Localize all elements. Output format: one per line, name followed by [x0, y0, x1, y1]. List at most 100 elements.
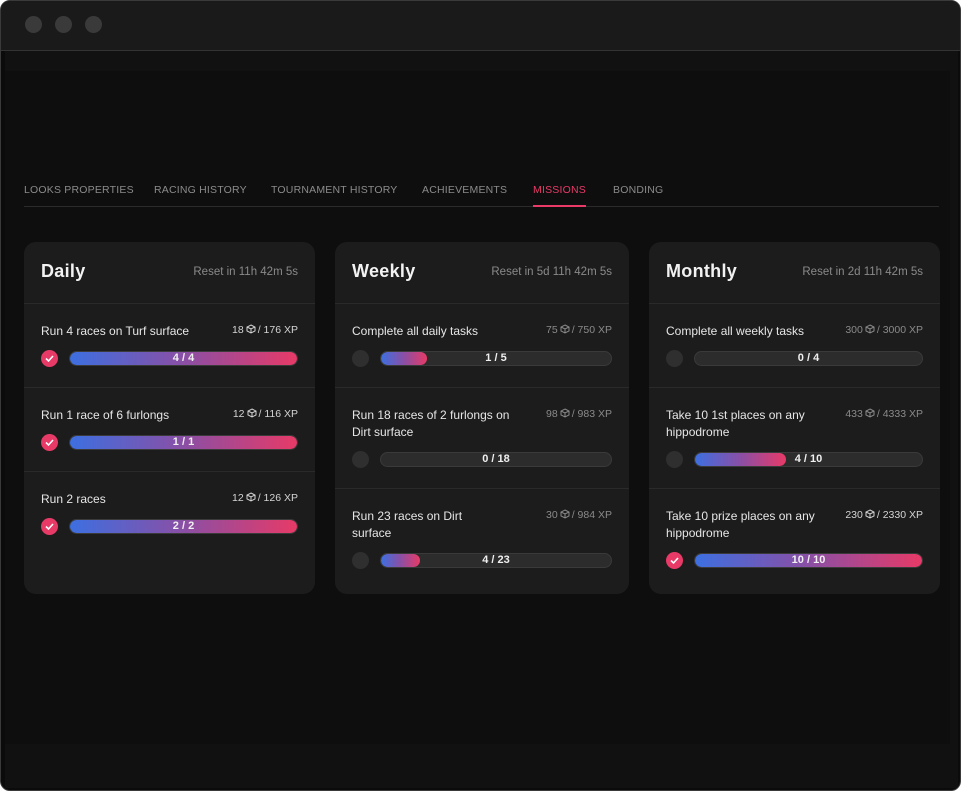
xp-total: / 126 XP — [257, 492, 298, 504]
xp-total: / 116 XP — [258, 408, 299, 420]
cube-icon — [560, 408, 570, 421]
cube-icon — [560, 324, 570, 337]
progress-label: 2 / 2 — [172, 520, 195, 532]
close-window-button[interactable] — [25, 16, 42, 33]
xp-earned: 18 — [232, 324, 244, 336]
cube-icon — [246, 324, 256, 337]
page-content: LOOKS PROPERTIES RACING HISTORY TOURNAME… — [5, 51, 958, 788]
xp-earned: 433 — [845, 408, 863, 420]
reset-timer: Reset in 2d 11h 42m 5s — [802, 266, 923, 278]
progress-label: 4 / 10 — [794, 453, 823, 465]
progress-fill — [381, 352, 427, 365]
progress-label: 1 / 1 — [172, 436, 195, 448]
mission-xp: 30 / 984 XP — [546, 509, 612, 522]
tab-racing-history[interactable]: RACING HISTORY — [154, 184, 247, 196]
card-header: Monthly Reset in 2d 11h 42m 5s — [649, 242, 940, 304]
progress-bar: 0 / 18 — [380, 452, 612, 467]
cube-icon — [865, 509, 875, 522]
progress-bar: 1 / 1 — [69, 435, 298, 450]
mission-item: Take 10 prize places on any hippodrome 2… — [649, 489, 940, 589]
mission-item: Run 4 races on Turf surface 18 / 176 XP 4… — [24, 304, 315, 388]
mission-title: Run 23 races on Dirt surface — [352, 509, 463, 540]
cube-icon — [246, 492, 256, 505]
completed-check-icon — [666, 552, 683, 569]
tab-bar: LOOKS PROPERTIES RACING HISTORY TOURNAME… — [24, 185, 939, 207]
progress-bar: 0 / 4 — [694, 351, 923, 366]
minimize-window-button[interactable] — [55, 16, 72, 33]
mission-item: Complete all weekly tasks 300 / 3000 XP 0… — [649, 304, 940, 388]
completed-check-icon — [41, 518, 58, 535]
mission-xp: 98 / 983 XP — [546, 408, 612, 421]
xp-earned: 230 — [845, 509, 863, 521]
progress-fill — [70, 436, 297, 449]
tab-missions[interactable]: MISSIONS — [533, 185, 586, 207]
progress-bar: 4 / 23 — [380, 553, 612, 568]
card-header: Weekly Reset in 5d 11h 42m 5s — [335, 242, 629, 304]
xp-total: / 750 XP — [571, 324, 612, 336]
xp-earned: 12 — [232, 492, 244, 504]
reset-timer: Reset in 11h 42m 5s — [193, 266, 298, 278]
incomplete-check-icon — [666, 451, 683, 468]
incomplete-check-icon — [352, 552, 369, 569]
mission-title: Complete all weekly tasks — [666, 324, 805, 338]
tab-achievements[interactable]: ACHIEVEMENTS — [422, 184, 508, 196]
mission-xp: 75 / 750 XP — [546, 324, 612, 337]
mission-item: Run 23 races on Dirt surface 30/ 984 XP … — [335, 489, 629, 589]
cube-icon — [865, 324, 875, 337]
card-title: Weekly — [352, 261, 416, 281]
xp-earned: 98 — [546, 408, 558, 420]
monthly-missions-card: Monthly Reset in 2d 11h 42m 5s Complete … — [649, 242, 940, 594]
mission-item: Run 18 races of 2 furlongs on Dirt surfa… — [335, 388, 629, 489]
progress-fill — [695, 453, 786, 466]
incomplete-check-icon — [352, 451, 369, 468]
mission-title: Run 4 races on Turf surface — [41, 324, 190, 338]
maximize-window-button[interactable] — [85, 16, 102, 33]
mission-xp: 18 / 176 XP — [232, 324, 298, 337]
reset-timer: Reset in 5d 11h 42m 5s — [491, 266, 612, 278]
xp-total: / 176 XP — [257, 324, 298, 336]
mission-title: Complete all daily tasks — [352, 324, 479, 338]
progress-bar: 4 / 10 — [694, 452, 923, 467]
progress-label: 4 / 23 — [482, 554, 510, 566]
mission-title: Run 1 race of 6 furlongs — [41, 408, 170, 422]
incomplete-check-icon — [352, 350, 369, 367]
cube-icon — [247, 408, 257, 421]
tab-looks-properties[interactable]: LOOKS PROPERTIES — [24, 184, 134, 196]
progress-label: 1 / 5 — [485, 352, 507, 364]
progress-bar: 2 / 2 — [69, 519, 298, 534]
mission-item: Run 1 race of 6 furlongs 12 / 116 XP 1 / … — [24, 388, 315, 472]
mission-xp: 12 / 116 XP — [233, 408, 298, 421]
xp-earned: 75 — [546, 324, 558, 336]
mission-xp: 12 / 126 XP — [232, 492, 298, 505]
progress-bar: 1 / 5 — [380, 351, 612, 366]
mission-title: Take 10 prize places on any hippodrome — [666, 509, 815, 540]
incomplete-check-icon — [666, 350, 683, 367]
mission-item: Run 2 races 12 / 126 XP 2 / 2 — [24, 472, 315, 555]
xp-total: / 4333 XP — [876, 408, 923, 420]
tab-bonding[interactable]: BONDING — [613, 184, 664, 196]
xp-earned: 12 — [232, 408, 245, 420]
progress-bar: 10 / 10 — [694, 553, 923, 568]
progress-label: 10 / 10 — [791, 554, 826, 566]
completed-check-icon — [41, 434, 58, 451]
xp-total: / 3000 XP — [876, 324, 923, 336]
progress-fill — [381, 554, 421, 567]
progress-label: 0 / 18 — [482, 453, 510, 465]
card-title: Daily — [41, 261, 86, 281]
xp-total: / 983 XP — [571, 408, 612, 420]
progress-label: 0 / 4 — [797, 352, 820, 364]
xp-total: / 984 XP — [571, 509, 612, 521]
mission-item: Complete all daily tasks 75 / 750 XP 1 / … — [335, 304, 629, 388]
mission-xp: 230 / 2330 XP — [845, 509, 923, 522]
mission-xp: 433 / 4333 XP — [845, 408, 923, 421]
xp-total: / 2330 XP — [876, 509, 923, 521]
xp-earned: 300 — [845, 324, 863, 336]
cube-icon — [865, 408, 875, 421]
mission-title: Run 18 races of 2 furlongs on Dirt surfa… — [352, 408, 510, 439]
progress-fill — [70, 520, 297, 533]
card-title: Monthly — [666, 261, 738, 281]
progress-fill — [695, 554, 922, 567]
tab-tournament-history[interactable]: TOURNAMENT HISTORY — [271, 184, 398, 196]
completed-check-icon — [41, 350, 58, 367]
progress-fill — [70, 352, 297, 365]
